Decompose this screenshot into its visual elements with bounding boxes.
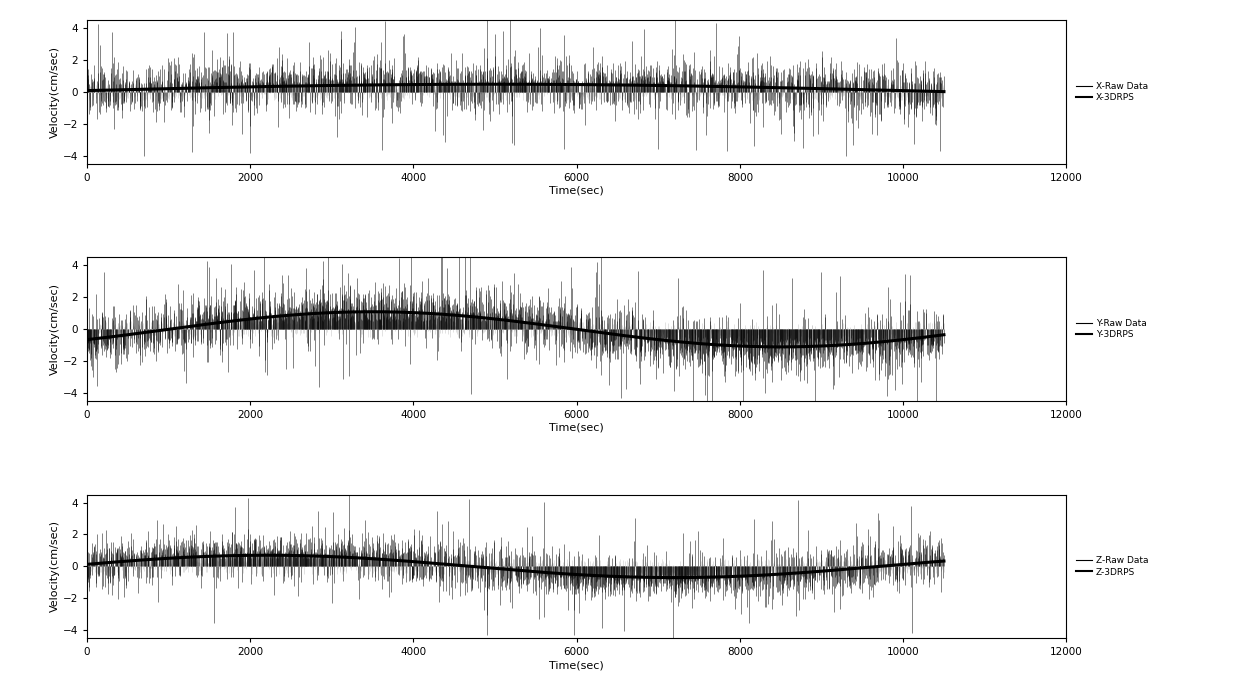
X-axis label: Time(sec): Time(sec) (549, 186, 604, 196)
X-axis label: Time(sec): Time(sec) (549, 423, 604, 433)
Legend: X-Raw Data, X-3DRPS: X-Raw Data, X-3DRPS (1076, 82, 1148, 103)
Legend: Y-Raw Data, Y-3DRPS: Y-Raw Data, Y-3DRPS (1076, 319, 1147, 340)
Y-axis label: Velocity(cm/sec): Velocity(cm/sec) (50, 46, 60, 139)
Y-axis label: Velocity(cm/sec): Velocity(cm/sec) (50, 520, 60, 612)
Y-axis label: Velocity(cm/sec): Velocity(cm/sec) (50, 283, 60, 375)
X-axis label: Time(sec): Time(sec) (549, 660, 604, 670)
Legend: Z-Raw Data, Z-3DRPS: Z-Raw Data, Z-3DRPS (1076, 556, 1148, 576)
